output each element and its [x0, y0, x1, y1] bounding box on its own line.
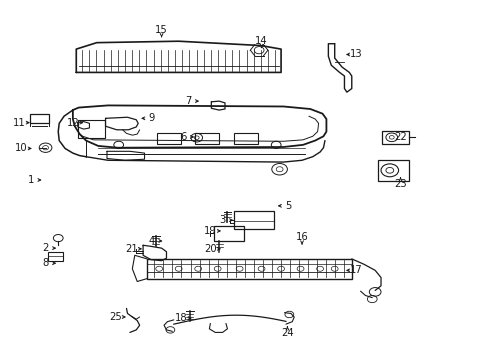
Bar: [147, 259, 351, 279]
Text: 9: 9: [148, 113, 155, 123]
Text: 20: 20: [203, 244, 216, 254]
Bar: [48, 252, 63, 261]
Text: 6: 6: [180, 132, 186, 142]
Text: 3: 3: [219, 215, 225, 225]
Text: 2: 2: [42, 243, 49, 253]
Text: 12: 12: [66, 118, 79, 128]
Text: 23: 23: [393, 179, 406, 189]
Text: 24: 24: [281, 328, 293, 338]
Text: 15: 15: [155, 25, 168, 35]
Bar: [233, 211, 273, 229]
Bar: [30, 114, 49, 123]
Text: 1: 1: [28, 175, 34, 185]
Bar: [381, 131, 408, 144]
Text: 4: 4: [148, 236, 155, 246]
Text: 11: 11: [13, 118, 25, 128]
Text: 5: 5: [285, 201, 291, 211]
Text: 17: 17: [349, 265, 362, 275]
Text: 16: 16: [295, 232, 308, 242]
Text: 22: 22: [393, 132, 406, 142]
Text: 21: 21: [125, 244, 138, 254]
Text: 8: 8: [42, 258, 49, 268]
Bar: [377, 160, 408, 181]
Bar: [78, 121, 104, 138]
Text: 19: 19: [203, 226, 216, 236]
Text: 7: 7: [185, 96, 191, 106]
Text: 10: 10: [15, 143, 27, 153]
Bar: [233, 134, 258, 144]
Bar: [194, 134, 219, 144]
Text: 14: 14: [255, 36, 267, 46]
Text: 18: 18: [174, 313, 187, 323]
Bar: [157, 134, 181, 144]
Bar: [214, 226, 243, 241]
Text: 13: 13: [349, 49, 362, 59]
Text: 25: 25: [109, 312, 122, 322]
